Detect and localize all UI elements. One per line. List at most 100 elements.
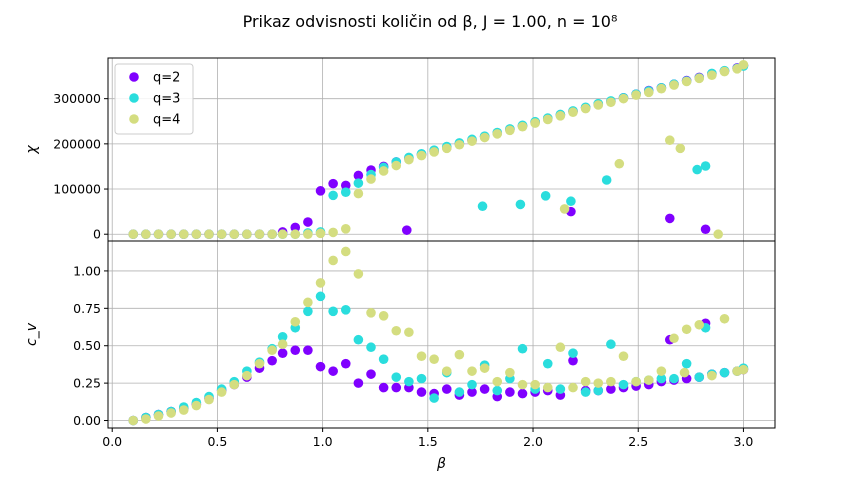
data-point [366,369,376,379]
x-tick-label: 2.0 [523,434,543,449]
data-point [429,354,439,364]
data-point [328,227,338,238]
legend-label: q=2 [153,71,180,86]
data-point [391,382,402,393]
data-point [242,370,252,381]
data-point [416,150,427,161]
data-point [580,387,591,397]
data-point [606,339,616,350]
data-point [656,83,667,94]
data-point [340,224,351,234]
data-point [694,319,705,330]
data-point [441,366,452,376]
y-tick-label: 0 [93,227,101,242]
data-point [593,378,604,388]
data-point [568,382,578,393]
data-point [559,204,570,214]
data-point [277,229,288,240]
data-point [656,373,667,384]
data-point [378,382,389,393]
data-point [492,385,503,396]
data-point [479,132,490,143]
data-point [530,379,540,390]
data-point [568,348,578,359]
data-point [267,229,277,240]
data-point [290,345,301,356]
data-point [404,327,414,338]
data-point [391,325,402,336]
data-point [707,70,717,80]
data-point [277,339,288,350]
y-tick-label: 300000 [53,91,101,106]
data-point [353,269,364,279]
data-point [328,255,338,266]
data-point [229,229,240,240]
data-point [315,291,326,302]
data-point [719,367,730,378]
data-point [178,229,189,240]
data-point [191,229,202,240]
data-point [517,379,528,390]
data-point [277,348,288,359]
data-point [429,393,439,403]
data-point [467,366,477,376]
data-point [204,394,214,405]
data-point [303,217,313,227]
data-point [303,297,313,308]
y-tick-label: 0.00 [73,413,101,428]
data-point [467,379,477,390]
data-point [340,187,351,197]
data-point [416,387,427,397]
data-point [303,345,313,356]
data-point [290,229,301,240]
data-point [353,378,364,388]
data-point [664,213,675,224]
data-point [441,384,452,394]
data-point [366,342,376,353]
data-point [540,191,551,201]
data-point [517,388,528,399]
legend-marker [129,114,139,124]
data-point [542,358,553,369]
data-point [664,135,675,146]
data-point [669,333,679,344]
data-point [391,372,402,382]
series-q4 [128,59,749,240]
plot-frame [107,240,776,429]
chart-title: Prikaz odvisnosti količin od β, J = 1.00… [243,12,618,31]
data-point [479,363,490,373]
data-point [204,229,214,240]
data-point [566,196,576,207]
data-point [277,331,288,342]
data-point [643,87,654,98]
data-point [505,125,515,136]
data-point [290,316,301,327]
data-point [530,118,540,128]
data-point [328,366,338,376]
legend-label: q=3 [153,92,180,107]
data-point [128,415,139,426]
data-point [669,80,679,90]
data-point [515,199,526,210]
data-point [340,180,351,191]
data-point [631,376,641,387]
data-point [416,373,427,384]
data-point [681,76,692,87]
data-point [719,313,730,324]
y-tick-label: 0.75 [73,301,101,316]
data-point [366,174,376,184]
data-point [378,166,389,176]
data-point [618,379,629,390]
data-point [303,306,313,317]
data-point [568,355,578,366]
data-point [216,387,227,397]
data-point [353,170,364,181]
data-point [479,384,490,394]
data-point [738,59,749,70]
data-point [315,186,326,196]
data-point [254,229,265,240]
data-point [353,178,364,188]
data-point [555,111,566,121]
y-axis-label: χ [24,145,40,155]
